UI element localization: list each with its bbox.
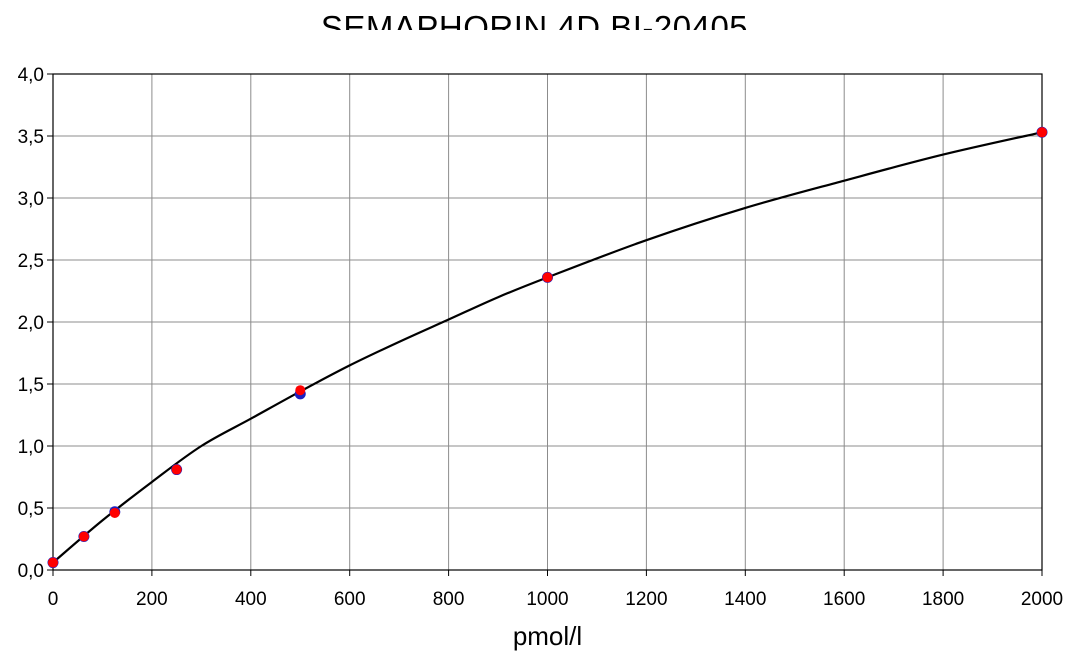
data-points	[47, 126, 1048, 569]
y-tick-label: 0,5	[18, 499, 44, 520]
x-tick-label: 1600	[823, 589, 865, 610]
x-tick-label: 600	[334, 589, 366, 610]
red-data-point	[48, 557, 58, 568]
x-tick-label: 1800	[922, 589, 964, 610]
x-axis-ticks: 0 200 400 600 800 1000 1200 1400 1600 1800 2000	[48, 570, 1063, 610]
y-axis-ticks: 0,0 0,5 1,0 1,5 2,0 2,5 3,0 3,5 4,0	[18, 65, 53, 582]
fit-curve	[52, 131, 1043, 564]
x-tick-label: 400	[235, 589, 267, 610]
x-tick-label: 200	[136, 589, 168, 610]
y-tick-label: 1,5	[18, 375, 44, 396]
gridlines	[52, 73, 1043, 571]
x-tick-label: 1400	[724, 589, 766, 610]
red-data-point	[295, 385, 306, 396]
x-tick-label: 2000	[1021, 589, 1063, 610]
x-tick-label: 0	[48, 589, 59, 610]
title-clip-mask	[0, 30, 1069, 42]
y-tick-label: 2,0	[18, 313, 44, 334]
red-data-point	[171, 464, 182, 475]
x-axis-title: pmol/l	[513, 621, 582, 651]
y-tick-label: 1,0	[18, 437, 44, 458]
y-tick-label: 4,0	[18, 65, 44, 86]
red-data-point	[78, 531, 89, 542]
x-tick-label: 1000	[526, 589, 568, 610]
y-tick-label: 3,0	[18, 189, 44, 210]
red-data-point	[542, 272, 553, 283]
chart-title: SEMAPHORIN 4D BI-20405	[0, 0, 1069, 42]
red-data-point	[109, 507, 120, 518]
x-tick-label: 800	[433, 589, 465, 610]
y-tick-label: 3,5	[18, 127, 44, 148]
y-tick-label: 0,0	[18, 561, 44, 582]
red-data-point	[1037, 127, 1047, 138]
x-tick-label: 1200	[625, 589, 667, 610]
y-tick-label: 2,5	[18, 251, 44, 272]
